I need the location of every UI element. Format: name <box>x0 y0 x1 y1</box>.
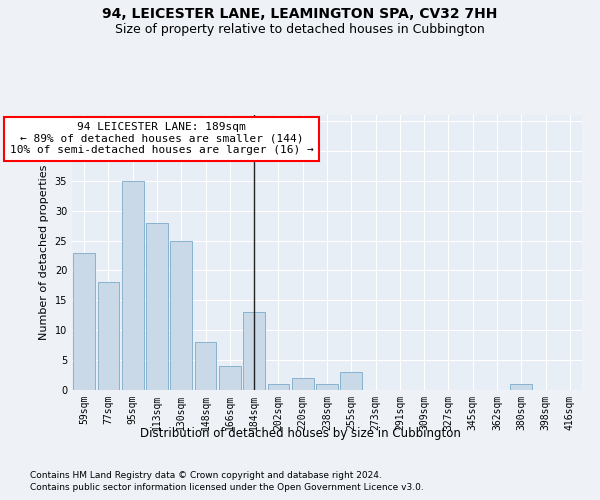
Bar <box>316 384 338 390</box>
Bar <box>268 384 289 390</box>
Bar <box>292 378 314 390</box>
Text: Contains HM Land Registry data © Crown copyright and database right 2024.: Contains HM Land Registry data © Crown c… <box>30 471 382 480</box>
Text: Contains public sector information licensed under the Open Government Licence v3: Contains public sector information licen… <box>30 484 424 492</box>
Text: 94 LEICESTER LANE: 189sqm
← 89% of detached houses are smaller (144)
10% of semi: 94 LEICESTER LANE: 189sqm ← 89% of detac… <box>10 122 314 156</box>
Bar <box>194 342 217 390</box>
Bar <box>170 240 192 390</box>
Text: 94, LEICESTER LANE, LEAMINGTON SPA, CV32 7HH: 94, LEICESTER LANE, LEAMINGTON SPA, CV32… <box>103 8 497 22</box>
Bar <box>73 252 95 390</box>
Bar <box>219 366 241 390</box>
Bar <box>340 372 362 390</box>
Y-axis label: Number of detached properties: Number of detached properties <box>39 165 49 340</box>
Bar <box>97 282 119 390</box>
Bar <box>122 181 143 390</box>
Bar <box>511 384 532 390</box>
Bar <box>243 312 265 390</box>
Text: Distribution of detached houses by size in Cubbington: Distribution of detached houses by size … <box>140 428 460 440</box>
Text: Size of property relative to detached houses in Cubbington: Size of property relative to detached ho… <box>115 22 485 36</box>
Bar <box>146 222 168 390</box>
